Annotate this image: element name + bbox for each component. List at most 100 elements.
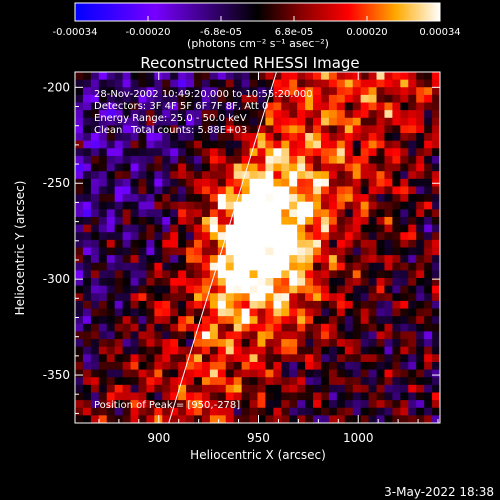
heatmap-cell — [336, 186, 346, 195]
heatmap-cell — [114, 125, 124, 134]
heatmap-cell — [328, 323, 338, 333]
heatmap-cell — [424, 300, 433, 310]
heatmap-cell — [328, 239, 338, 249]
heatmap-cell — [138, 346, 148, 355]
heatmap-cell — [320, 369, 330, 378]
heatmap-cell — [320, 354, 330, 363]
heatmap-cell — [82, 323, 92, 333]
heatmap-cell — [328, 316, 338, 325]
heatmap-cell — [416, 224, 425, 233]
heatmap-cell — [233, 239, 243, 249]
heatmap-cell — [194, 308, 203, 317]
heatmap-cell — [186, 209, 195, 218]
heatmap-cell — [154, 255, 163, 264]
heatmap-cell — [400, 384, 409, 394]
heatmap-cell — [328, 94, 338, 104]
heatmap-cell — [98, 331, 108, 340]
heatmap-cell — [265, 148, 274, 157]
heatmap-cell — [424, 201, 433, 210]
heatmap-cell — [360, 316, 370, 325]
heatmap-cell — [392, 163, 401, 172]
heatmap-cell — [305, 239, 314, 249]
heatmap-cell — [360, 216, 370, 226]
heatmap-cell — [424, 400, 433, 409]
heatmap-cell — [217, 247, 227, 256]
heatmap-cell — [194, 72, 203, 81]
heatmap-cell — [241, 415, 251, 423]
heatmap-cell — [178, 155, 187, 165]
heatmap-cell — [170, 377, 179, 386]
heatmap-cell — [130, 209, 140, 218]
heatmap-cell — [146, 163, 155, 172]
heatmap-cell — [257, 270, 267, 279]
heatmap-cell — [146, 400, 155, 409]
heatmap-cell — [281, 216, 290, 226]
heatmap-cell — [305, 171, 314, 180]
heatmap-cell — [201, 171, 211, 180]
heatmap-cell — [328, 377, 338, 386]
heatmap-cell — [138, 293, 148, 302]
heatmap-cell — [352, 323, 362, 333]
heatmap-cell — [320, 72, 330, 81]
heatmap-cell — [154, 209, 163, 218]
heatmap-cell — [75, 270, 84, 279]
heatmap-cell — [313, 94, 322, 104]
heatmap-cell — [106, 300, 116, 310]
heatmap-cell — [241, 331, 251, 340]
heatmap-cell — [225, 110, 235, 119]
heatmap-cell — [249, 224, 259, 233]
heatmap-cell — [344, 415, 354, 423]
heatmap-cell — [384, 361, 393, 371]
heatmap-cell — [424, 239, 433, 249]
heatmap-cell — [194, 171, 203, 180]
heatmap-cell — [82, 232, 92, 241]
heatmap-cell — [297, 102, 306, 111]
heatmap-cell — [265, 361, 274, 371]
heatmap-cell — [114, 79, 124, 88]
heatmap-cell — [186, 377, 195, 386]
heatmap-cell — [138, 308, 148, 317]
heatmap-cell — [432, 102, 440, 111]
heatmap-cell — [146, 94, 155, 104]
heatmap-cell — [344, 148, 354, 157]
heatmap-cell — [344, 163, 354, 172]
heatmap-cell — [273, 400, 282, 409]
heatmap-cell — [138, 384, 148, 394]
heatmap-cell — [408, 79, 417, 88]
heatmap-cell — [241, 72, 251, 81]
heatmap-cell — [186, 384, 195, 394]
heatmap-cell — [360, 407, 370, 416]
heatmap-cell — [416, 384, 425, 394]
heatmap-cell — [400, 163, 409, 172]
heatmap-cell — [273, 171, 282, 180]
heatmap-cell — [241, 247, 251, 256]
heatmap-cell — [114, 186, 124, 195]
heatmap-cell — [344, 384, 354, 394]
heatmap-cell — [138, 140, 148, 149]
heatmap-cell — [114, 308, 124, 317]
heatmap-cell — [178, 407, 187, 416]
heatmap-cell — [257, 354, 267, 363]
colorbar-tick-label: 0.00020 — [346, 27, 387, 38]
heatmap-cell — [138, 361, 148, 371]
heatmap-cell — [82, 171, 92, 180]
heatmap-cell — [146, 255, 155, 264]
heatmap-cell — [392, 354, 401, 363]
heatmap-cell — [352, 186, 362, 195]
heatmap-cell — [217, 361, 227, 371]
heatmap-cell — [194, 110, 203, 119]
heatmap-cell — [360, 110, 370, 119]
heatmap-cell — [194, 133, 203, 142]
heatmap-cell — [328, 255, 338, 264]
heatmap-cell — [400, 247, 409, 256]
heatmap-cell — [313, 285, 322, 294]
heatmap-cell — [344, 369, 354, 378]
heatmap-cell — [400, 194, 409, 203]
heatmap-cell — [82, 346, 92, 355]
heatmap-cell — [201, 369, 211, 378]
heatmap-cell — [297, 148, 306, 157]
heatmap-cell — [328, 194, 338, 203]
heatmap-cell — [170, 262, 179, 271]
heatmap-cell — [178, 308, 187, 317]
heatmap-cell — [368, 278, 378, 287]
